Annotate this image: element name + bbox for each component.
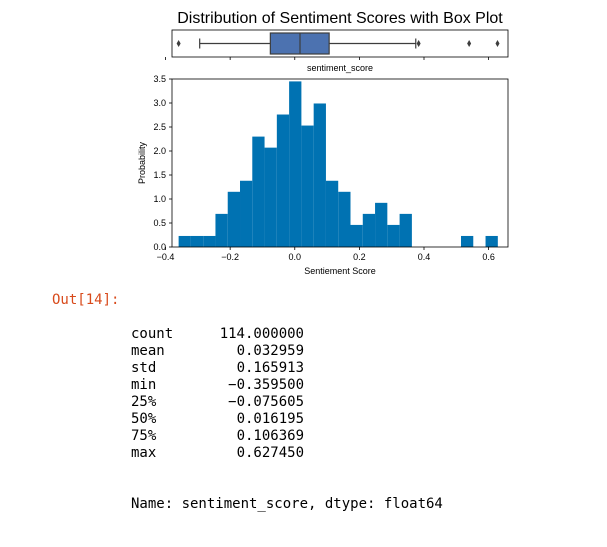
hist-bar xyxy=(264,147,277,247)
hist-bar xyxy=(227,191,241,247)
stat-row: max 0.627450 xyxy=(131,445,443,462)
stat-row: mean 0.032959 xyxy=(131,343,443,360)
stat-value: 0.016195 xyxy=(236,411,304,427)
hist-bar xyxy=(485,235,498,247)
hist-bar xyxy=(203,235,216,247)
hist-bar xyxy=(178,235,191,247)
hist-ytick-label: 2.5 xyxy=(153,122,166,132)
chart-title: Distribution of Sentiment Scores with Bo… xyxy=(177,10,503,27)
output-prompt: Out[14]: xyxy=(52,292,120,308)
stat-key: min xyxy=(131,377,157,393)
box-plot-outlier-2 xyxy=(467,40,472,47)
hist-xlabel: Sentiement Score xyxy=(304,266,376,276)
stat-row: count 114.000000 xyxy=(131,326,443,343)
hist-bar xyxy=(190,235,204,247)
stat-row: 50% 0.016195 xyxy=(131,411,443,428)
hist-bar xyxy=(313,103,326,247)
hist-xtick-label: 0.0 xyxy=(289,252,302,262)
histogram: −0.4 −0.2 0.0 0.2 0.4 0.6 0.0 0.5 1.0 1.5 2.0 2.5 3.… xyxy=(153,74,509,262)
hist-xtick-label: 0.4 xyxy=(418,252,431,262)
hist-ylabel: Probability xyxy=(137,141,147,184)
stat-key: std xyxy=(131,360,157,376)
hist-xtick-label: −0.4 xyxy=(157,252,175,262)
box-plot-outlier-0 xyxy=(176,40,181,47)
box-plot-outlier-1 xyxy=(416,40,421,47)
hist-bar xyxy=(350,224,363,247)
hist-bar xyxy=(325,180,339,247)
stat-key: count xyxy=(131,326,174,342)
hist-ytick-label: 1.5 xyxy=(153,170,166,180)
hist-frame xyxy=(171,78,509,248)
hist-ytick-label: 3.5 xyxy=(153,74,166,84)
hist-xtick-label: 0.6 xyxy=(482,252,495,262)
hist-ytick-label: 3.0 xyxy=(153,98,166,108)
hist-bar xyxy=(240,180,253,247)
hist-bar xyxy=(301,125,314,247)
stat-value: 114.000000 xyxy=(219,326,304,342)
hist-ytick-label: 1.0 xyxy=(153,194,166,204)
stats-list: count 114.000000 mean 0.032959 std 0.165913 mi… xyxy=(131,326,443,462)
hist-bar xyxy=(387,224,400,247)
hist-bar xyxy=(276,114,290,248)
stat-key: mean xyxy=(131,343,165,359)
box-plot-xlabel: sentiment_score xyxy=(307,63,373,73)
box-plot-outlier-3 xyxy=(495,40,500,47)
hist-bar xyxy=(375,202,388,247)
hist-xtick-label: 0.2 xyxy=(353,252,366,262)
hist-bar xyxy=(252,136,265,247)
stat-key: 25% xyxy=(131,394,157,410)
stat-value: 0.106369 xyxy=(236,428,304,444)
stat-row: min −0.359500 xyxy=(131,377,443,394)
stat-value: 0.165913 xyxy=(236,360,304,376)
stat-key: max xyxy=(131,445,157,461)
stat-value: 0.032959 xyxy=(236,343,304,359)
hist-bar xyxy=(338,191,351,247)
hist-ytick-label: 0.5 xyxy=(153,218,166,228)
stat-row: 75% 0.106369 xyxy=(131,428,443,445)
hist-xtick-label: −0.2 xyxy=(221,252,239,262)
hist-bar xyxy=(399,213,412,247)
box-plot xyxy=(165,29,509,60)
hist-bar xyxy=(460,235,474,247)
stat-value: −0.359500 xyxy=(228,377,304,393)
stat-key: 75% xyxy=(131,428,157,444)
hist-bar xyxy=(215,213,228,247)
hist-ytick-label: 2.0 xyxy=(153,146,166,156)
stat-value: −0.075605 xyxy=(228,394,304,410)
hist-bar xyxy=(362,213,376,247)
stat-row: 25% −0.075605 xyxy=(131,394,443,411)
box-plot-frame xyxy=(171,29,509,58)
stat-row: std 0.165913 xyxy=(131,360,443,377)
chart-figure: Distribution of Sentiment Scores with Bo… xyxy=(137,10,509,276)
stat-value: 0.627450 xyxy=(236,445,304,461)
dtype-footer: Name: sentiment_score, dtype: float64 xyxy=(131,496,443,512)
stat-key: 50% xyxy=(131,411,157,427)
hist-ytick-label: 0.0 xyxy=(153,242,166,252)
hist-bar xyxy=(289,81,302,248)
describe-output: count 114.000000 mean 0.032959 std 0.165913 mi… xyxy=(131,292,443,547)
